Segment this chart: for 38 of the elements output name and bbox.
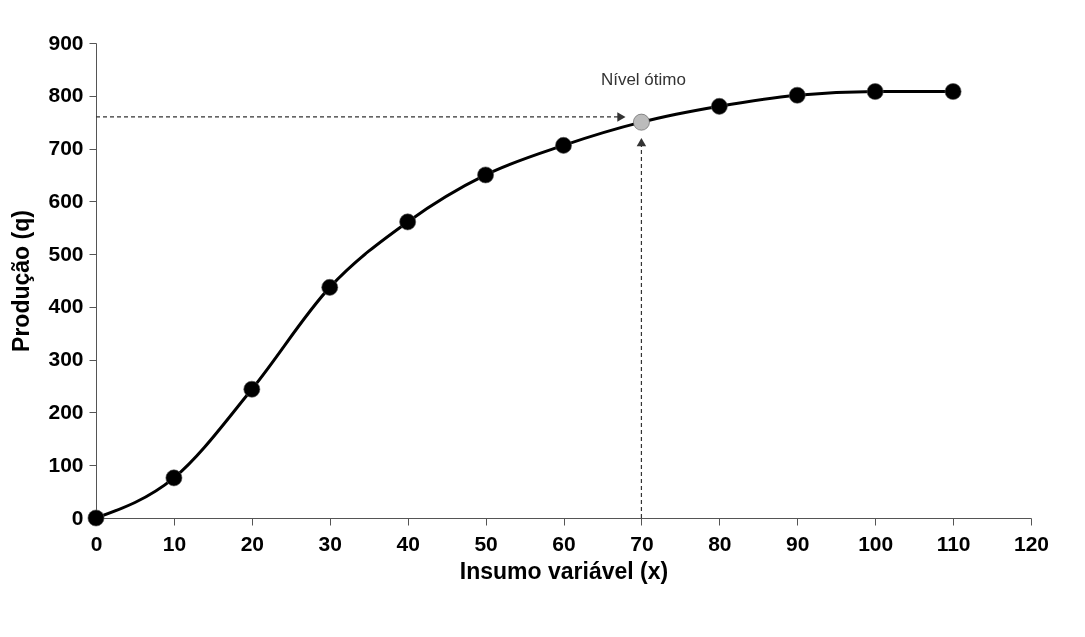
point [788, 86, 806, 104]
annotation: Nível ótimo [600, 70, 686, 90]
x-tick-label: 50 [474, 531, 498, 555]
point [321, 279, 339, 296]
point [165, 469, 183, 487]
x-axis-title: Insumo variável (x) [459, 557, 669, 584]
point [399, 213, 417, 231]
point [866, 83, 884, 100]
x-tick-label: 40 [396, 531, 420, 555]
point [633, 113, 650, 131]
point [555, 137, 572, 154]
x-tick-label: 90 [786, 531, 810, 555]
y-tick-label: 300 [48, 347, 84, 371]
y-tick-label: 200 [48, 399, 84, 423]
x-tick-label: 80 [708, 531, 732, 555]
y-tick-label: 0 [71, 505, 84, 529]
x-tick-label: 30 [318, 531, 342, 555]
y-tick-label: 100 [48, 452, 84, 476]
x-tick-label: 110 [936, 531, 971, 555]
y-tick-label: 500 [48, 241, 84, 265]
x-tick-label: 10 [162, 531, 187, 555]
x-tick-label: 70 [630, 531, 654, 555]
x-tick-label: 0 [90, 531, 103, 555]
point [87, 509, 105, 527]
point [944, 83, 962, 100]
y-tick-label: 600 [48, 188, 84, 212]
x-tick-label: 120 [1013, 531, 1050, 555]
y-tick-label: 700 [48, 136, 84, 160]
x-tick-label: 20 [240, 531, 265, 555]
point [710, 97, 728, 115]
point [477, 166, 494, 184]
x-tick-label: 60 [552, 531, 576, 555]
y-axis-title: Produção (q) [8, 210, 35, 352]
point [243, 380, 261, 398]
x-tick-label: 100 [858, 531, 894, 555]
y-tick-label: 900 [48, 30, 84, 54]
y-tick-label: 400 [48, 294, 84, 318]
y-tick-label: 800 [48, 83, 84, 107]
